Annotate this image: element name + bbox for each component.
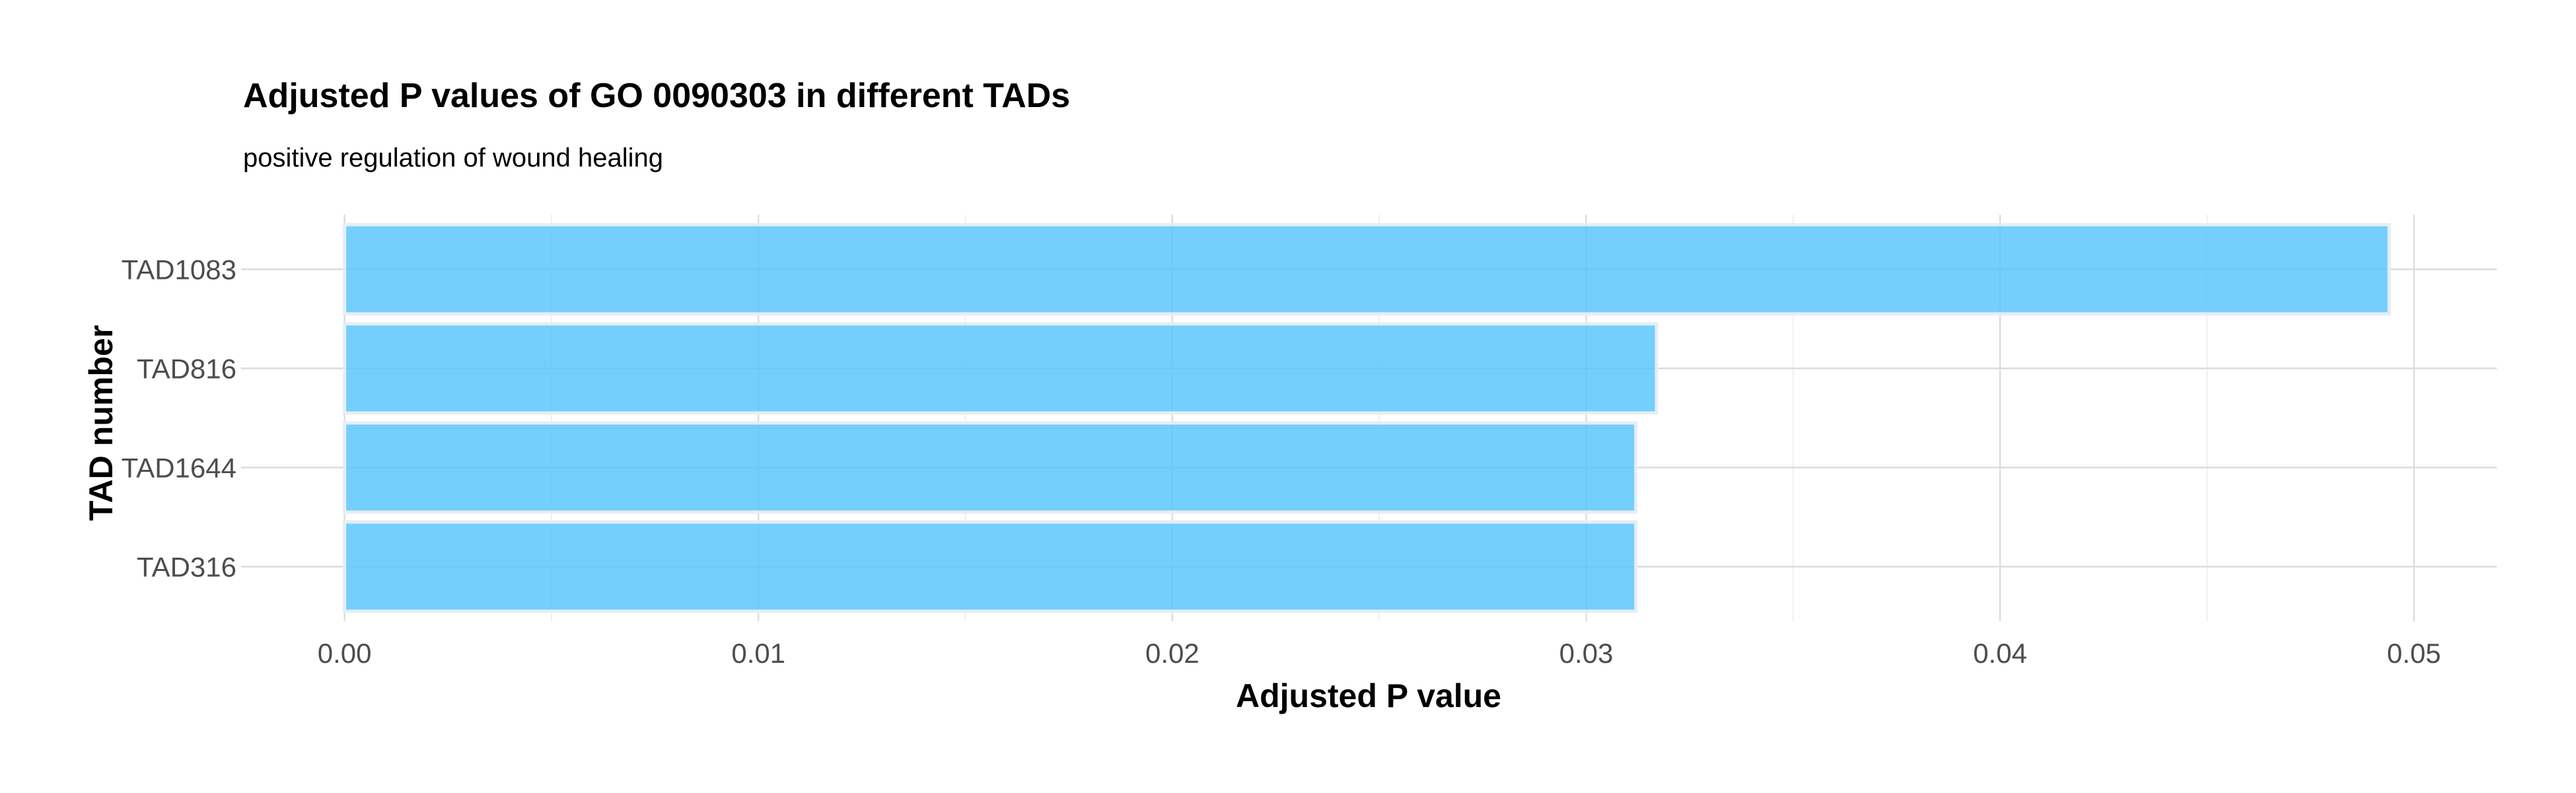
x-axis-tick-labels: 0.00 0.01 0.02 0.03 0.04 0.05 xyxy=(318,638,2441,669)
bars xyxy=(343,223,2391,613)
y-axis-tick-labels: TAD1083 TAD816 TAD1644 TAD316 xyxy=(122,254,236,583)
y-tick-label: TAD816 xyxy=(137,354,236,385)
bar-tad1083 xyxy=(343,223,2391,316)
bar-tad316 xyxy=(343,520,1638,613)
x-tick-label: 0.03 xyxy=(1559,638,1614,669)
y-axis-title: TAD number xyxy=(83,325,120,521)
x-tick-label: 0.01 xyxy=(731,638,785,669)
chart-title: Adjusted P values of GO 0090303 in diffe… xyxy=(243,77,1070,115)
x-tick-label: 0.04 xyxy=(1973,638,2027,669)
y-tick-label: TAD1644 xyxy=(122,453,236,484)
y-tick-label: TAD1083 xyxy=(122,254,236,285)
bar-tad1644 xyxy=(343,421,1638,514)
x-tick-label: 0.00 xyxy=(318,638,372,669)
x-axis-title: Adjusted P value xyxy=(1236,677,1501,714)
x-tick-label: 0.02 xyxy=(1145,638,1199,669)
x-tick-label: 0.05 xyxy=(2387,638,2441,669)
bar-tad816 xyxy=(343,322,1659,415)
chart-subtitle: positive regulation of wound healing xyxy=(243,143,663,172)
y-tick-label: TAD316 xyxy=(137,552,236,583)
